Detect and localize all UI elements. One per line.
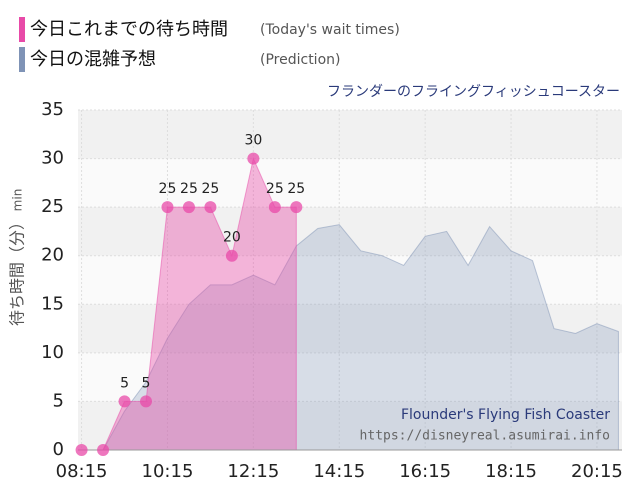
x-tick-label: 08:15 — [56, 461, 108, 482]
y-tick-label: 0 — [53, 439, 64, 460]
data-point — [225, 249, 238, 262]
y-axis-label: 待ち時間（分） — [8, 214, 27, 326]
grid-band — [78, 207, 622, 256]
y-tick-label: 10 — [41, 342, 64, 363]
data-label: 20 — [223, 230, 241, 246]
y-tick-label: 5 — [53, 390, 64, 411]
legend-description: (Today's wait times) — [260, 22, 400, 38]
legend-swatch — [19, 47, 25, 72]
plot — [78, 109, 622, 451]
y-axis-unit: min — [11, 189, 25, 212]
data-point — [75, 444, 88, 456]
legend-description: (Prediction) — [260, 52, 340, 68]
watermark-title: Flounder's Flying Fish Coaster — [401, 407, 610, 423]
data-label: 25 — [180, 181, 198, 197]
y-tick-label: 20 — [41, 245, 64, 266]
data-point — [247, 152, 260, 165]
legend-label: 今日の混雑予想 — [30, 49, 156, 70]
y-tick-label: 30 — [41, 148, 64, 169]
x-tick-label: 14:15 — [313, 461, 365, 482]
grid-band — [78, 304, 622, 353]
data-point — [118, 395, 131, 408]
plot-background — [78, 110, 622, 450]
legend-swatch — [19, 17, 25, 42]
y-tick-label: 25 — [41, 196, 64, 217]
data-point — [140, 395, 152, 408]
y-tick-label: 35 — [41, 99, 64, 120]
series-area — [102, 224, 619, 451]
legend-label: 今日これまでの待ち時間 — [30, 19, 228, 40]
grid-band — [78, 110, 622, 159]
data-point — [97, 444, 110, 456]
data-point — [182, 201, 195, 214]
watermark-url: https://disneyreal.asumirai.info — [360, 429, 610, 444]
data-point — [268, 201, 281, 214]
data-point — [290, 201, 303, 214]
data-label: 5 — [142, 375, 151, 391]
data-label: 25 — [202, 181, 220, 197]
data-label: 25 — [287, 181, 305, 197]
data-label: 25 — [159, 181, 177, 197]
x-tick-label: 18:15 — [485, 461, 537, 482]
x-tick-label: 10:15 — [142, 461, 194, 482]
x-tick-label: 16:15 — [399, 461, 451, 482]
chart-subtitle: フランダーのフライングフィッシュコースター — [327, 84, 620, 100]
x-tick-label: 12:15 — [227, 461, 279, 482]
data-label: 25 — [266, 181, 284, 197]
y-tick-label: 15 — [41, 293, 64, 314]
data-label: 5 — [120, 375, 129, 391]
data-label: 30 — [244, 133, 262, 149]
data-point — [204, 201, 217, 214]
x-tick-label: 20:15 — [571, 461, 623, 482]
grid-band — [78, 401, 622, 450]
data-point — [161, 201, 174, 214]
